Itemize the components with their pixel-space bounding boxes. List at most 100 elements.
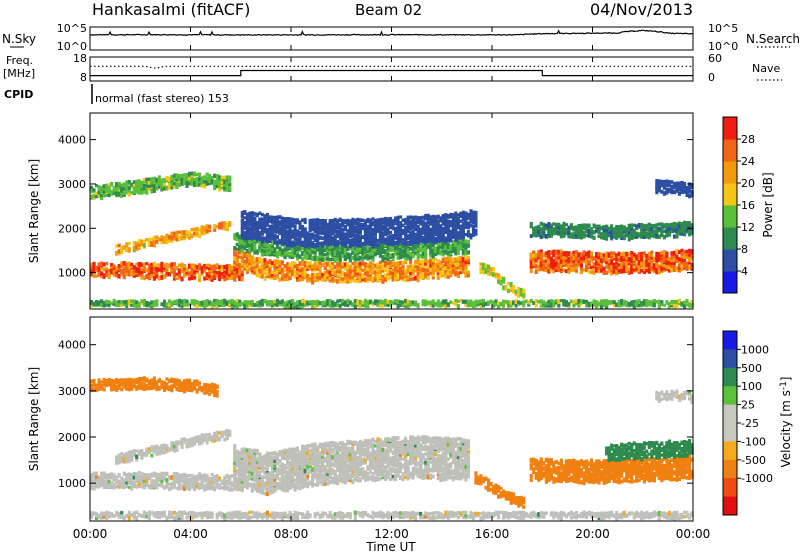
colorbar-swatch: [723, 249, 737, 272]
nave-right-tick-bottom: 0: [708, 71, 715, 84]
colorbar-swatch: [723, 161, 737, 184]
colorbar-tick-label: 24: [741, 155, 755, 168]
scatter-cell: [93, 262, 96, 267]
scatter-cell: [474, 219, 477, 223]
scatter-cell: [143, 243, 146, 247]
scatter-cell: [417, 303, 420, 308]
scatter-cell: [389, 231, 392, 235]
colorbar-swatch: [723, 271, 737, 294]
scatter-cell: [474, 233, 477, 236]
scatter-cell: [319, 270, 322, 273]
colorbar-tick-label: 4: [741, 265, 748, 278]
scatter-cell: [324, 219, 327, 223]
scatter-cell: [165, 472, 168, 476]
scatter-cell: [467, 240, 470, 244]
scatter-cell: [660, 300, 663, 303]
scatter-cell: [683, 182, 686, 186]
scatter-cell: [590, 251, 593, 255]
scatter-cell: [540, 249, 543, 252]
scatter-cell: [128, 247, 131, 251]
y-tick-label: 3000: [58, 178, 86, 191]
scatter-cell: [467, 256, 470, 259]
power-colorbar-label: Power [dB]: [761, 172, 775, 237]
cpid-program-text: normal (fast stereo) 153: [95, 92, 229, 105]
scatter-cell: [530, 268, 533, 273]
beam-title: Beam 02: [355, 1, 422, 19]
scatter-cell: [502, 277, 505, 281]
scatter-cell: [512, 285, 515, 289]
power-panel: 1000 2000 3000 4000 Slant Range [km] 4 8 12 16…: [27, 113, 775, 309]
scatter-cell: [198, 173, 201, 176]
scatter-cell: [457, 251, 460, 255]
scatter-cell: [128, 242, 131, 245]
date-title: 04/Nov/2013: [590, 0, 693, 19]
scatter-cell: [218, 477, 221, 480]
scatter-cell: [409, 260, 412, 264]
colorbar-tick-label: 28: [741, 133, 755, 146]
scatter-cell: [492, 267, 495, 272]
colorbar-tick-label: 20: [741, 177, 755, 190]
scatter-cell: [183, 264, 186, 268]
colorbar-swatch: [723, 205, 737, 228]
scatter-cell: [457, 304, 460, 309]
scatter-cell: [304, 218, 307, 221]
scatter-cell: [241, 270, 244, 273]
scatter-cell: [412, 272, 415, 276]
scatter-cell: [535, 304, 538, 307]
frequency-series-line: [90, 71, 693, 76]
scatter-cell: [665, 251, 668, 254]
station-title: Hankasalmi (fitACF): [92, 0, 250, 19]
nave-series-line: [90, 66, 693, 68]
colorbar-swatch: [723, 117, 737, 140]
scatter-cell: [105, 262, 108, 265]
scatter-cell: [474, 229, 477, 233]
scatter-cell: [289, 276, 292, 280]
scatter-cell: [530, 222, 533, 226]
scatter-cell: [253, 216, 256, 221]
colorbar-swatch: [723, 139, 737, 162]
scatter-cell: [474, 211, 477, 215]
cpid-label: CPID: [4, 88, 33, 101]
scatter-cell: [522, 289, 525, 294]
scatter-cell: [228, 221, 231, 225]
scatter-cell: [399, 215, 402, 218]
y-tick-label: 2000: [58, 222, 86, 235]
scatter-cell: [228, 186, 231, 191]
power-y-axis-label: Slant Range [km]: [27, 159, 41, 263]
scatter-cell: [93, 188, 96, 191]
scatter-cell: [404, 261, 407, 265]
scatter-cell: [304, 227, 307, 231]
nave-label: Nave: [752, 62, 780, 75]
power-colorbar: 4 8 12 16 20 24 28: [723, 117, 755, 294]
scatter-cell: [467, 271, 470, 275]
scatter-cell: [376, 243, 379, 247]
scatter-cell: [505, 285, 508, 288]
scatter-cell: [294, 224, 297, 229]
nave-right-tick-top: 60: [708, 52, 722, 65]
y-tick-label: 4000: [58, 134, 86, 147]
nsky-right-tick-top: 10^5: [708, 22, 738, 35]
frequency-left-tick-bottom: 8: [80, 71, 87, 84]
frequency-label-line2: [MHz]: [3, 67, 35, 80]
scatter-cell: [155, 302, 158, 306]
colorbar-swatch: [723, 227, 737, 250]
nsearch-label: N.Search: [746, 32, 800, 46]
scatter-cell: [650, 251, 653, 254]
y-tick-label: 1000: [58, 267, 86, 280]
scatter-cell: [110, 182, 113, 187]
colorbar-tick-label: 8: [741, 243, 748, 256]
nsky-panel: N.Sky 10^5 10^0 10^5 10^0 N.Search: [2, 22, 800, 53]
scatter-cell: [424, 250, 427, 255]
colorbar-tick-label: 12: [741, 221, 755, 234]
scatter-cell: [228, 176, 231, 181]
scatter-cell: [208, 225, 211, 229]
colorbar-tick-label: 16: [741, 199, 755, 212]
nsky-left-tick-top: 10^5: [57, 22, 87, 35]
nsky-label: N.Sky: [2, 32, 36, 46]
scatter-cell: [467, 250, 470, 254]
frequency-label-line1: Freq.: [6, 54, 33, 67]
scatter-cell: [95, 472, 98, 476]
